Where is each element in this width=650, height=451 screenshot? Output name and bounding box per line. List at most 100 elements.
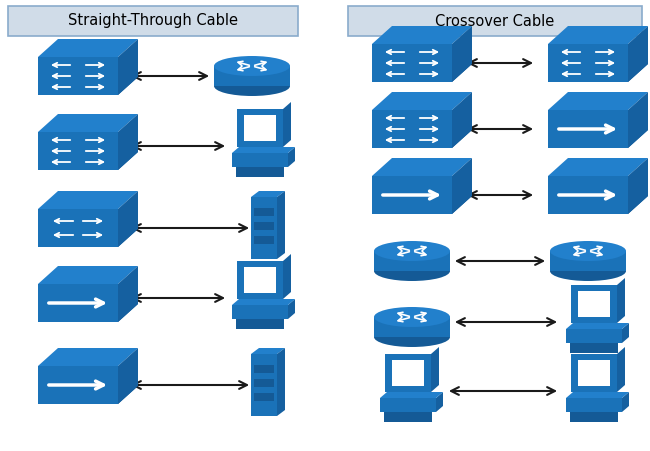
Polygon shape — [118, 114, 138, 170]
Polygon shape — [374, 317, 450, 337]
Polygon shape — [38, 39, 138, 57]
FancyBboxPatch shape — [254, 208, 274, 216]
Polygon shape — [38, 284, 118, 322]
Polygon shape — [288, 147, 295, 167]
Polygon shape — [283, 102, 291, 147]
Polygon shape — [38, 57, 118, 95]
Ellipse shape — [550, 241, 626, 261]
Polygon shape — [374, 251, 450, 271]
FancyBboxPatch shape — [392, 360, 424, 386]
FancyBboxPatch shape — [348, 6, 642, 36]
Polygon shape — [38, 152, 138, 170]
Polygon shape — [548, 158, 648, 176]
Polygon shape — [628, 92, 648, 148]
Polygon shape — [584, 323, 604, 329]
FancyBboxPatch shape — [244, 267, 276, 293]
Ellipse shape — [374, 261, 450, 281]
Polygon shape — [250, 147, 270, 153]
Ellipse shape — [214, 56, 290, 76]
Polygon shape — [214, 66, 290, 86]
Ellipse shape — [214, 76, 290, 96]
Polygon shape — [380, 392, 443, 398]
FancyBboxPatch shape — [232, 153, 288, 167]
Polygon shape — [436, 392, 443, 412]
Polygon shape — [38, 209, 118, 247]
FancyBboxPatch shape — [237, 261, 283, 299]
Polygon shape — [38, 132, 118, 170]
FancyBboxPatch shape — [254, 393, 274, 401]
Polygon shape — [372, 158, 472, 176]
Polygon shape — [431, 347, 439, 392]
Polygon shape — [118, 266, 138, 322]
Polygon shape — [250, 299, 270, 305]
Polygon shape — [372, 130, 472, 148]
Polygon shape — [548, 64, 648, 82]
Polygon shape — [372, 110, 452, 148]
Polygon shape — [372, 64, 472, 82]
FancyBboxPatch shape — [254, 236, 274, 244]
Polygon shape — [38, 304, 138, 322]
FancyBboxPatch shape — [236, 319, 284, 329]
Polygon shape — [372, 26, 472, 44]
FancyBboxPatch shape — [570, 343, 618, 353]
Polygon shape — [452, 92, 472, 148]
FancyBboxPatch shape — [385, 354, 431, 392]
Polygon shape — [277, 191, 285, 259]
Polygon shape — [548, 196, 648, 214]
Polygon shape — [283, 254, 291, 299]
FancyBboxPatch shape — [251, 354, 277, 416]
FancyBboxPatch shape — [380, 398, 436, 412]
Polygon shape — [566, 392, 629, 398]
FancyBboxPatch shape — [566, 398, 622, 412]
Ellipse shape — [374, 307, 450, 327]
Polygon shape — [548, 176, 628, 214]
FancyBboxPatch shape — [232, 305, 288, 319]
Polygon shape — [622, 323, 629, 343]
Polygon shape — [622, 392, 629, 412]
Ellipse shape — [374, 241, 450, 261]
Polygon shape — [288, 299, 295, 319]
FancyBboxPatch shape — [578, 291, 610, 317]
Polygon shape — [550, 251, 626, 271]
FancyBboxPatch shape — [578, 360, 610, 386]
FancyBboxPatch shape — [254, 222, 274, 230]
Ellipse shape — [550, 261, 626, 281]
Polygon shape — [548, 130, 648, 148]
Polygon shape — [118, 191, 138, 247]
FancyBboxPatch shape — [254, 365, 274, 373]
Polygon shape — [548, 44, 628, 82]
Polygon shape — [372, 92, 472, 110]
Polygon shape — [628, 158, 648, 214]
FancyBboxPatch shape — [254, 379, 274, 387]
Polygon shape — [38, 229, 138, 247]
Polygon shape — [372, 176, 452, 214]
Polygon shape — [584, 392, 604, 398]
FancyBboxPatch shape — [251, 197, 277, 259]
Text: Straight-Through Cable: Straight-Through Cable — [68, 14, 238, 28]
Polygon shape — [38, 77, 138, 95]
Polygon shape — [38, 366, 118, 404]
Polygon shape — [452, 158, 472, 214]
Polygon shape — [38, 266, 138, 284]
FancyBboxPatch shape — [566, 329, 622, 343]
FancyBboxPatch shape — [384, 412, 432, 422]
FancyBboxPatch shape — [8, 6, 298, 36]
Polygon shape — [548, 26, 648, 44]
Polygon shape — [372, 196, 472, 214]
Polygon shape — [251, 191, 285, 197]
Polygon shape — [566, 323, 629, 329]
Polygon shape — [277, 348, 285, 416]
Polygon shape — [118, 348, 138, 404]
Polygon shape — [548, 110, 628, 148]
FancyBboxPatch shape — [237, 109, 283, 147]
FancyBboxPatch shape — [571, 285, 617, 323]
Polygon shape — [232, 299, 295, 305]
Polygon shape — [38, 114, 138, 132]
Polygon shape — [398, 392, 418, 398]
Polygon shape — [38, 348, 138, 366]
FancyBboxPatch shape — [570, 412, 618, 422]
Polygon shape — [617, 278, 625, 323]
Text: Crossover Cable: Crossover Cable — [436, 14, 554, 28]
Polygon shape — [548, 92, 648, 110]
Polygon shape — [38, 386, 138, 404]
